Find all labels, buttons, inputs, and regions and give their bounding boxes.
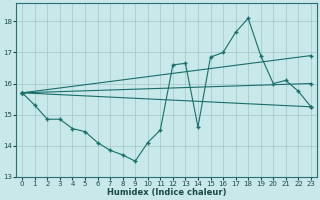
X-axis label: Humidex (Indice chaleur): Humidex (Indice chaleur) <box>107 188 226 197</box>
